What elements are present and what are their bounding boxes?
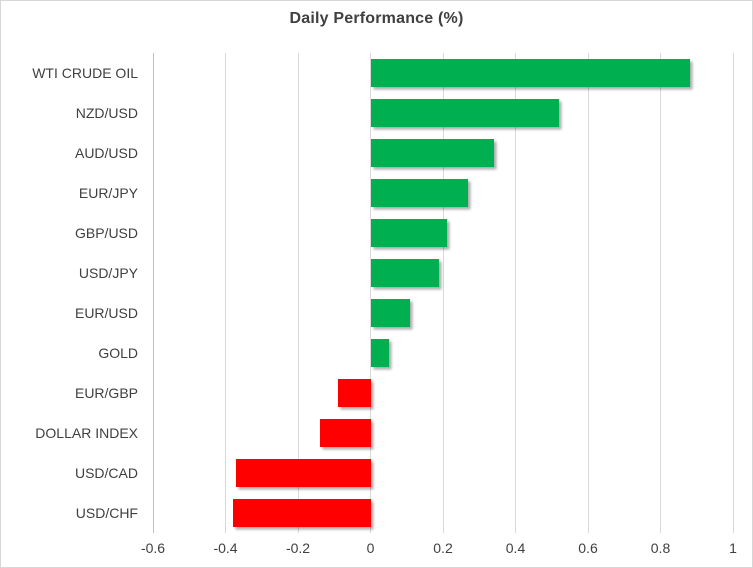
category-label-eur-gbp: EUR/GBP [74, 385, 138, 401]
gridline [660, 53, 661, 533]
value-tick-label: 1 [729, 540, 737, 556]
category-label-usd-jpy: USD/JPY [78, 265, 138, 281]
value-tick-label: -0.2 [285, 540, 311, 556]
bar-dollar-index [319, 419, 371, 447]
gridline [515, 53, 516, 533]
value-axis-labels: -0.6 -0.4 -0.2 0 0.2 0.4 0.6 0.8 1 [141, 540, 737, 560]
category-label-eur-jpy: EUR/JPY [78, 185, 138, 201]
gridline [442, 53, 444, 533]
category-label-gold: GOLD [98, 345, 138, 361]
category-label-eur-usd: EUR/USD [74, 305, 138, 321]
category-label-aud-usd: AUD/USD [74, 145, 138, 161]
value-tick-label: -0.6 [140, 540, 166, 556]
gridline [370, 53, 371, 533]
bar-usd-jpy [370, 259, 440, 287]
chart-title: Daily Performance (%) [289, 10, 464, 27]
gridline [732, 53, 734, 533]
plot-area [152, 53, 734, 533]
gridline [297, 53, 299, 533]
value-tick-label: 0.8 [650, 540, 671, 556]
bar-wti-crude-oil [370, 59, 690, 87]
value-tick-label: -0.4 [213, 540, 238, 556]
category-axis-line [152, 53, 154, 533]
bar-nzd-usd [370, 99, 559, 127]
category-label-usd-chf: USD/CHF [75, 505, 138, 521]
value-tick-label: 0.4 [505, 540, 526, 556]
value-tick-label: 0.6 [578, 540, 598, 556]
bar-usd-chf [232, 499, 371, 527]
bar-eur-jpy [370, 179, 469, 207]
bar-eur-usd [370, 299, 411, 327]
bar-gbp-usd [370, 219, 447, 247]
category-label-usd-cad: USD/CAD [74, 465, 138, 481]
gridline [225, 53, 226, 533]
category-label-nzd-usd: NZD/USD [75, 105, 138, 121]
value-tick-label: 0 [366, 540, 375, 556]
gridline [587, 53, 589, 533]
bar-usd-cad [236, 459, 371, 487]
category-label-wti-crude-oil: WTI CRUDE OIL [32, 65, 138, 81]
category-label-gbp-usd: GBP/USD [74, 225, 138, 241]
category-axis-labels: WTI CRUDE OIL NZD/USD AUD/USD EUR/JPY GBP/US… [1, 53, 138, 533]
bar-eur-gbp [337, 379, 371, 407]
value-tick-label: 0.2 [433, 540, 453, 556]
bar-aud-usd [370, 139, 494, 167]
category-label-dollar-index: DOLLAR INDEX [35, 425, 138, 441]
bar-gold [370, 339, 389, 367]
